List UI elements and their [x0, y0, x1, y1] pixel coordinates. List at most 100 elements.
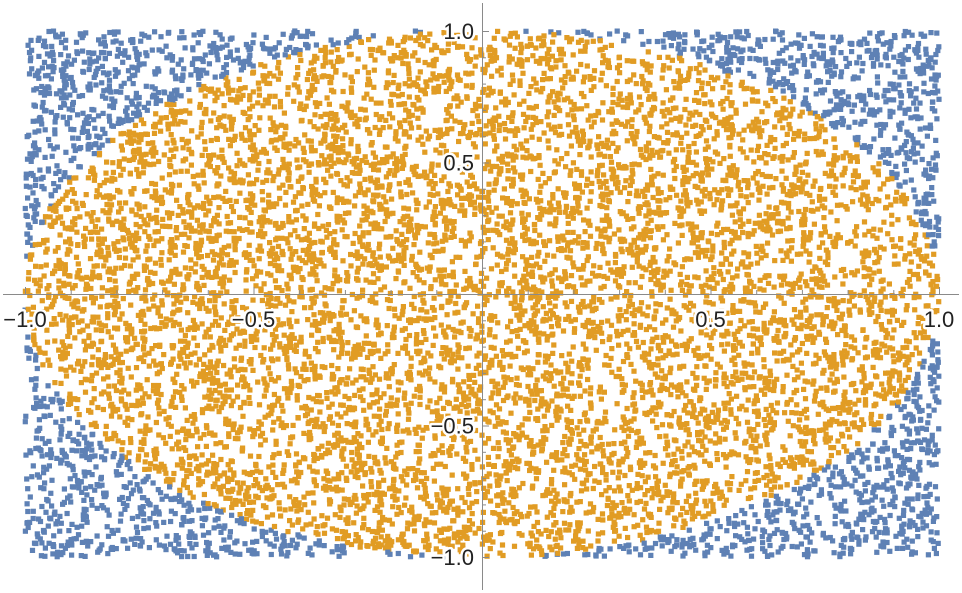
- point-inside-circle: [703, 324, 709, 330]
- point-inside-circle: [606, 239, 612, 245]
- point-inside-circle: [325, 477, 331, 483]
- point-inside-circle: [208, 370, 214, 376]
- point-outside-circle: [831, 550, 837, 556]
- point-inside-circle: [77, 214, 83, 220]
- point-inside-circle: [712, 187, 718, 193]
- point-outside-circle: [811, 49, 817, 55]
- point-inside-circle: [466, 372, 472, 379]
- point-inside-circle: [686, 307, 692, 313]
- point-inside-circle: [221, 301, 227, 307]
- point-inside-circle: [598, 77, 604, 83]
- point-outside-circle: [825, 79, 831, 85]
- point-inside-circle: [630, 171, 636, 177]
- point-inside-circle: [803, 279, 809, 285]
- point-inside-circle: [427, 519, 433, 525]
- point-inside-circle: [477, 480, 483, 486]
- point-inside-circle: [687, 300, 694, 306]
- point-inside-circle: [238, 366, 244, 372]
- point-inside-circle: [762, 391, 768, 397]
- point-inside-circle: [308, 407, 314, 413]
- point-inside-circle: [902, 253, 908, 259]
- point-inside-circle: [339, 329, 345, 335]
- point-inside-circle: [881, 219, 887, 225]
- point-inside-circle: [740, 137, 746, 143]
- point-inside-circle: [121, 216, 127, 222]
- point-inside-circle: [390, 210, 396, 216]
- point-inside-circle: [258, 228, 264, 234]
- point-inside-circle: [455, 44, 461, 50]
- point-inside-circle: [201, 361, 207, 367]
- point-inside-circle: [579, 367, 585, 373]
- point-outside-circle: [877, 447, 883, 453]
- point-inside-circle: [692, 352, 699, 358]
- point-inside-circle: [734, 393, 740, 399]
- point-inside-circle: [297, 339, 303, 345]
- point-inside-circle: [335, 422, 341, 429]
- point-inside-circle: [575, 304, 582, 310]
- point-inside-circle: [233, 501, 239, 507]
- point-outside-circle: [833, 64, 839, 70]
- point-inside-circle: [395, 85, 401, 92]
- point-inside-circle: [203, 443, 209, 449]
- point-inside-circle: [334, 536, 341, 542]
- point-outside-circle: [48, 76, 54, 82]
- point-outside-circle: [152, 29, 158, 35]
- point-inside-circle: [907, 268, 913, 274]
- point-inside-circle: [242, 215, 248, 221]
- point-outside-circle: [929, 192, 935, 198]
- point-inside-circle: [316, 320, 322, 326]
- point-inside-circle: [212, 365, 218, 371]
- point-outside-circle: [869, 497, 875, 503]
- point-inside-circle: [337, 380, 343, 386]
- point-inside-circle: [540, 85, 546, 92]
- point-outside-circle: [106, 512, 112, 518]
- point-inside-circle: [511, 250, 517, 256]
- point-outside-circle: [918, 65, 924, 72]
- point-outside-circle: [803, 505, 809, 511]
- point-inside-circle: [225, 462, 231, 468]
- point-outside-circle: [805, 102, 811, 108]
- point-inside-circle: [101, 376, 107, 382]
- point-outside-circle: [767, 542, 773, 549]
- point-inside-circle: [675, 205, 681, 211]
- point-inside-circle: [889, 237, 895, 243]
- point-inside-circle: [82, 347, 88, 353]
- point-inside-circle: [906, 339, 912, 345]
- point-inside-circle: [862, 397, 869, 403]
- point-inside-circle: [184, 353, 191, 359]
- point-inside-circle: [357, 181, 363, 187]
- point-outside-circle: [313, 42, 319, 48]
- point-inside-circle: [202, 139, 208, 145]
- point-outside-circle: [193, 67, 199, 73]
- point-inside-circle: [741, 127, 747, 133]
- point-inside-circle: [437, 504, 443, 510]
- point-inside-circle: [407, 35, 413, 41]
- point-inside-circle: [427, 231, 433, 237]
- point-inside-circle: [277, 195, 283, 202]
- point-inside-circle: [694, 364, 700, 370]
- point-inside-circle: [250, 257, 256, 263]
- point-outside-circle: [163, 493, 169, 499]
- point-outside-circle: [305, 28, 311, 34]
- point-inside-circle: [235, 367, 241, 374]
- point-inside-circle: [570, 205, 576, 212]
- point-outside-circle: [748, 504, 754, 510]
- point-inside-circle: [724, 480, 730, 486]
- point-inside-circle: [618, 331, 624, 338]
- point-inside-circle: [369, 294, 375, 300]
- point-outside-circle: [930, 232, 936, 238]
- point-inside-circle: [387, 124, 393, 130]
- point-inside-circle: [282, 131, 288, 137]
- point-outside-circle: [561, 551, 567, 557]
- point-inside-circle: [623, 309, 629, 315]
- point-inside-circle: [270, 469, 276, 475]
- point-inside-circle: [338, 402, 344, 408]
- point-inside-circle: [242, 343, 248, 349]
- point-inside-circle: [878, 322, 884, 328]
- point-outside-circle: [884, 40, 890, 46]
- point-inside-circle: [544, 252, 551, 258]
- point-outside-circle: [887, 114, 893, 120]
- point-inside-circle: [198, 87, 204, 93]
- point-outside-circle: [760, 540, 766, 546]
